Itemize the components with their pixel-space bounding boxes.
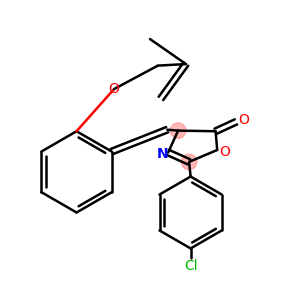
Text: O: O <box>109 82 119 96</box>
Text: O: O <box>220 145 230 159</box>
Circle shape <box>181 154 197 170</box>
Text: O: O <box>238 113 249 127</box>
Text: N: N <box>157 147 168 161</box>
Text: Cl: Cl <box>184 259 197 273</box>
Circle shape <box>170 123 186 138</box>
